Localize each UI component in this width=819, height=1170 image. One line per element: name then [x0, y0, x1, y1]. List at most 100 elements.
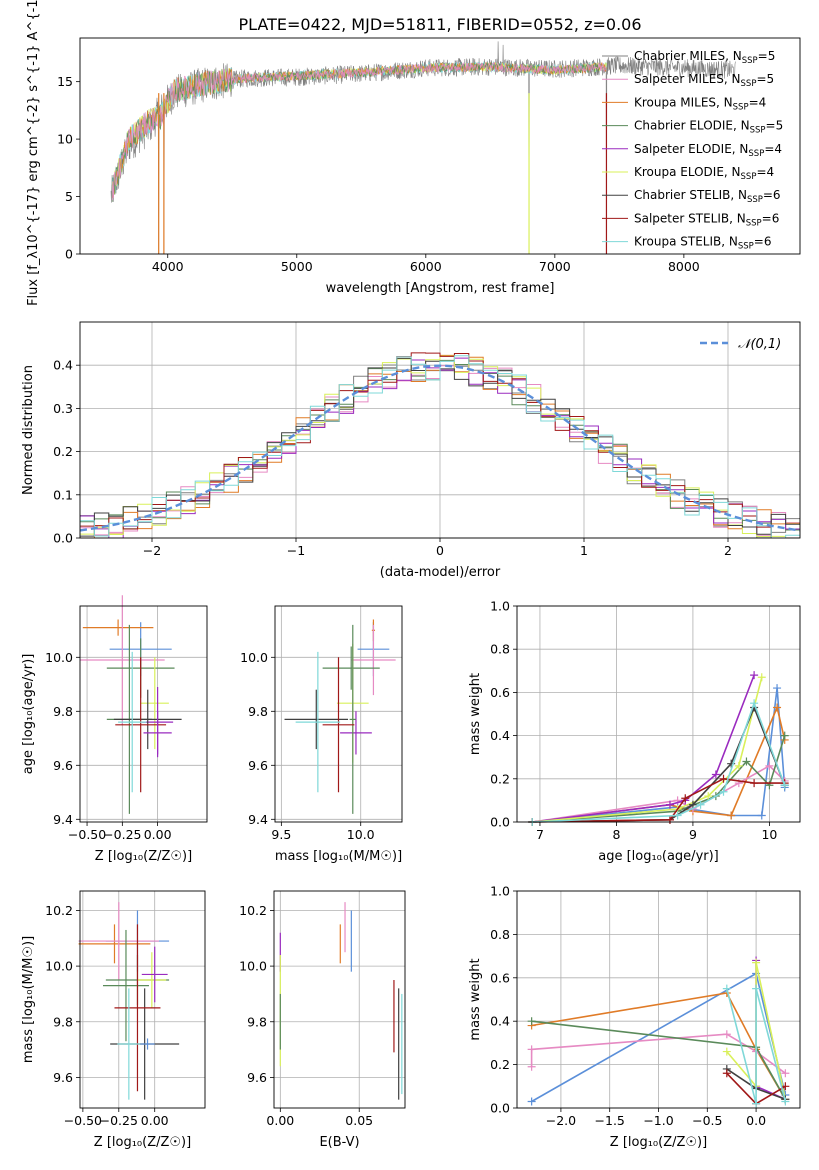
weight-marker — [722, 1047, 731, 1056]
weight-marker — [742, 757, 751, 766]
weight-marker — [750, 699, 759, 708]
y-tick-label: 9.6 — [53, 758, 73, 773]
spectrum-model-line — [111, 61, 607, 202]
y-tick-label: 0.4 — [490, 728, 510, 743]
x-tick-label: 10.0 — [347, 827, 375, 842]
residual-legend: 𝒩(0,1) — [700, 337, 781, 352]
spectrum-model-line — [111, 60, 608, 193]
y-tick-label: 0.1 — [53, 487, 73, 502]
weight-marker — [734, 761, 743, 770]
weight-marker — [752, 984, 761, 993]
errorbar-point — [349, 624, 356, 814]
plot-area — [110, 41, 736, 254]
y-tick-label: 9.8 — [248, 704, 268, 719]
x-tick-label: 0.0 — [746, 1113, 766, 1128]
x-axis-label: Z [log₁₀(Z/Z☉)] — [610, 1135, 707, 1150]
y-tick-label: 10.0 — [45, 959, 73, 974]
legend-suffix: =5 — [756, 72, 774, 86]
axes-frame — [273, 890, 406, 1109]
weight-marker — [722, 984, 731, 993]
axes-frame — [79, 605, 208, 823]
weight-marker — [757, 811, 766, 820]
x-tick-label: 8000 — [668, 259, 700, 274]
errorbar-point — [284, 689, 349, 750]
legend-label: Salpeter ELODIE, N — [634, 142, 748, 156]
weight-marker — [727, 811, 736, 820]
y-tick-label: 15 — [57, 74, 73, 89]
y-tick-label: 10.0 — [240, 650, 268, 665]
weight-marker — [750, 779, 759, 788]
weight-series — [528, 673, 766, 826]
weight-marker — [527, 1017, 536, 1026]
spectrum-model-line — [111, 61, 607, 195]
weight-series — [528, 684, 789, 826]
weight-line — [532, 677, 763, 823]
x-axis-label: age [log₁₀(age/yr)] — [598, 849, 719, 864]
x-tick-label: 0 — [436, 543, 444, 558]
x-tick-label: −0.25 — [103, 827, 141, 842]
y-tick-label: 1.0 — [490, 599, 510, 614]
x-tick-label: 8 — [612, 827, 620, 842]
x-tick-label: 0.00 — [144, 827, 172, 842]
x-tick-label: −1.5 — [595, 1113, 625, 1128]
y-tick-label: 0.6 — [490, 685, 510, 700]
y-tick-label: 10.0 — [45, 650, 73, 665]
y-tick-label: 1.0 — [490, 884, 510, 899]
plot-area — [78, 902, 180, 1100]
weight-marker — [781, 1097, 790, 1106]
weight-marker — [527, 1045, 536, 1054]
weight-line — [532, 700, 786, 823]
x-axis-label: Z [log₁₀(Z/Z☉)] — [94, 1135, 191, 1150]
legend-entry: Salpeter MILES, NSSP=5 — [634, 72, 774, 89]
legend-entry: Chabrier ELODIE, NSSP=5 — [634, 119, 783, 136]
weight-line — [532, 674, 755, 823]
y-tick-label: 0.2 — [53, 444, 73, 459]
legend-suffix: =6 — [762, 211, 780, 225]
errorbar-point — [322, 646, 380, 690]
y-axis-label: mass [log₁₀(M/M☉)] — [21, 936, 36, 1063]
x-tick-label: −2.0 — [546, 1113, 576, 1128]
legend-subscript: SSP — [750, 126, 766, 136]
y-tick-label: 0.0 — [490, 815, 510, 830]
x-tick-label: −0.5 — [692, 1113, 722, 1128]
weight-marker — [757, 673, 766, 682]
legend-label: Kroupa ELODIE, N — [634, 165, 741, 179]
errorbar-point — [137, 952, 167, 1008]
legend-label: Salpeter MILES, N — [634, 72, 741, 86]
y-tick-label: 0.6 — [490, 970, 510, 985]
y-tick-label: 10 — [57, 132, 73, 147]
legend-subscript: SSP — [741, 79, 757, 89]
errorbar-point — [114, 924, 161, 1092]
plot-area — [528, 671, 789, 826]
weight-marker — [688, 800, 697, 809]
weight-series — [528, 699, 789, 826]
y-tick-label: 0.4 — [490, 1014, 510, 1029]
legend-entry: Salpeter ELODIE, NSSP=4 — [634, 142, 782, 159]
x-tick-label: 6000 — [410, 259, 442, 274]
panel-mass-vs-ebv: 0.00 0.05 9.6 9.8 10.0 10.2 E(B-V) — [239, 890, 406, 1150]
errorbar-point — [143, 711, 172, 755]
legend-subscript: SSP — [747, 195, 763, 205]
y-tick-label: 0.2 — [490, 771, 510, 786]
x-tick-label: 0.05 — [345, 1113, 373, 1128]
x-tick-label: −0.50 — [64, 1113, 102, 1128]
legend-suffix: =5 — [766, 119, 784, 133]
y-tick-label: 0.3 — [53, 401, 73, 416]
weight-marker — [665, 800, 674, 809]
weight-marker — [719, 787, 728, 796]
weight-marker — [773, 684, 782, 693]
legend-label: Chabrier ELODIE, N — [634, 119, 750, 133]
legend-label: Chabrier MILES, N — [634, 49, 742, 63]
weight-marker — [781, 1069, 790, 1078]
panel-age-vs-mass: 9.5 10.0 9.4 9.6 9.8 10.0 mass [log₁₀(M/M☉)] — [240, 605, 403, 864]
weight-line — [532, 764, 786, 823]
x-tick-label: −1.0 — [643, 1113, 673, 1128]
x-tick-label: −1 — [287, 543, 305, 558]
legend-entry: Chabrier STELIB, NSSP=6 — [634, 188, 781, 205]
weight-marker — [527, 1062, 536, 1071]
weight-marker — [527, 1097, 536, 1106]
legend-suffix: =4 — [749, 95, 767, 109]
weight-marker — [765, 761, 774, 770]
errorbar-point — [113, 689, 182, 750]
